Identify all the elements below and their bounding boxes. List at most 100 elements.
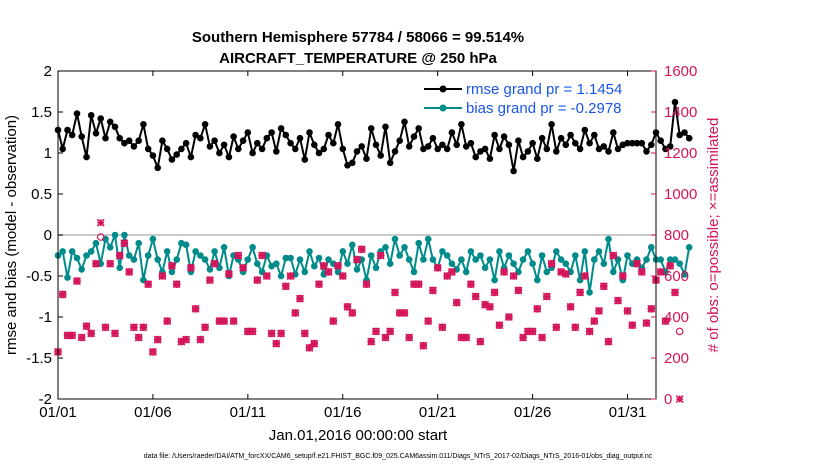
rmse-point [159,137,166,144]
rmse-point [244,129,252,136]
rmse-point [97,115,104,122]
assimilated-obs-point [338,272,347,280]
bias-point [581,248,589,255]
bias-point [149,235,157,243]
assimilated-obs-point [310,339,319,348]
assimilated-obs-point [666,261,675,270]
rmse-point [472,153,480,161]
rmse-point [538,134,546,142]
bias-point [600,260,608,268]
rmse-point [178,145,185,153]
assimilated-obs-point [220,317,229,326]
rmse-point [666,143,674,150]
y-right-tick-label: 0 [664,391,672,408]
bias-point [510,260,517,268]
bias-point [130,256,138,263]
bias-point [534,276,541,284]
possible-obs-point [96,233,105,241]
x-tick-label: 01/31 [609,404,647,421]
assimilated-obs-point [82,322,91,331]
bias-point [73,254,81,262]
rmse-point [633,139,641,147]
y-axis-right: 0 200 400 600 800 1000 1200 1400 1600 [651,63,697,408]
rmse-point [273,148,280,155]
assimilated-obs-point [452,298,461,307]
rmse-point [629,139,636,147]
legend-rmse-marker [439,85,447,93]
assimilated-obs-point [599,282,608,291]
rmse-point [197,134,204,142]
bias-point [391,235,399,243]
rmse-point [529,139,536,147]
rmse-point [481,145,489,153]
rmse-point [386,159,394,167]
bias-point [586,289,593,296]
assimilated-obs-point [538,333,547,342]
rmse-point [292,145,299,153]
rmse-point [206,143,214,150]
assimilated-obs-point [144,280,153,289]
bias-point [481,264,489,272]
assimilated-obs-point [106,259,115,268]
bias-point [106,244,114,251]
y-right-tick-label: 400 [664,309,689,326]
legend: rmse grand pr = 1.1454 bias grand pr = -… [424,81,622,117]
data-file-footer: data file: /Users/raeder/DAI/ATM_forcXX/… [144,453,653,460]
bias-point [83,252,90,259]
bias-point [462,268,470,276]
assimilated-obs-point [319,261,328,270]
rmse-point [372,141,380,149]
assimilated-obs-point [92,259,100,268]
bias-point [253,260,261,268]
assimilated-obs-point [400,308,409,317]
rmse-point [510,167,517,175]
assimilated-obs-point [595,306,603,315]
rmse-point [282,131,290,139]
assimilated-obs-point [77,333,86,342]
assimilated-obs-point [115,251,124,260]
rmse-point [268,129,275,136]
assimilated-obs-point [172,280,181,289]
rmse-point [405,143,413,150]
assimilated-obs-point [656,267,665,276]
bias-point [529,260,536,268]
assimilated-obs-point [433,263,442,272]
assimilated-obs-point [362,280,371,289]
rmse-point [467,139,475,147]
bias-point [367,252,375,259]
assimilated-obs-point [661,317,670,326]
bias-point [467,248,475,255]
bias-point [64,274,71,281]
bias-point [78,266,85,273]
rmse-point [187,153,195,161]
assimilated-obs-point [414,280,423,289]
bias-point [68,248,76,255]
x-tick-label: 01/01 [39,404,77,421]
rmse-point [102,134,109,142]
assimilated-obs-point [671,288,679,297]
assimilated-obs-point [277,329,286,338]
y-axis-right-label: # of obs: o=possible; ×=assimilated [705,118,722,353]
rmse-point [163,145,171,153]
bias-point [59,248,66,255]
assimilated-obs-point [628,321,637,330]
assimilated-obs-point [96,218,105,227]
bias-point [648,244,655,251]
assimilated-obs-point [424,317,433,326]
legend-rmse-label: rmse grand pr = 1.1454 [466,81,622,98]
bias-point [182,241,190,249]
bias-point [125,252,133,259]
assimilated-obs-point [642,319,651,328]
assimilated-obs-point [637,267,646,276]
rmse-point [500,133,508,140]
y-right-tick-label: 200 [664,350,689,367]
rmse-point [453,141,461,149]
rmse-point [68,131,76,139]
assimilated-obs-point [267,329,276,338]
rmse-point [287,139,294,147]
assimilated-obs-point [125,267,134,276]
assimilated-obs-point [391,288,399,297]
rmse-point [581,126,589,134]
assimilated-obs-point [471,292,480,301]
rmse-point [149,152,157,159]
